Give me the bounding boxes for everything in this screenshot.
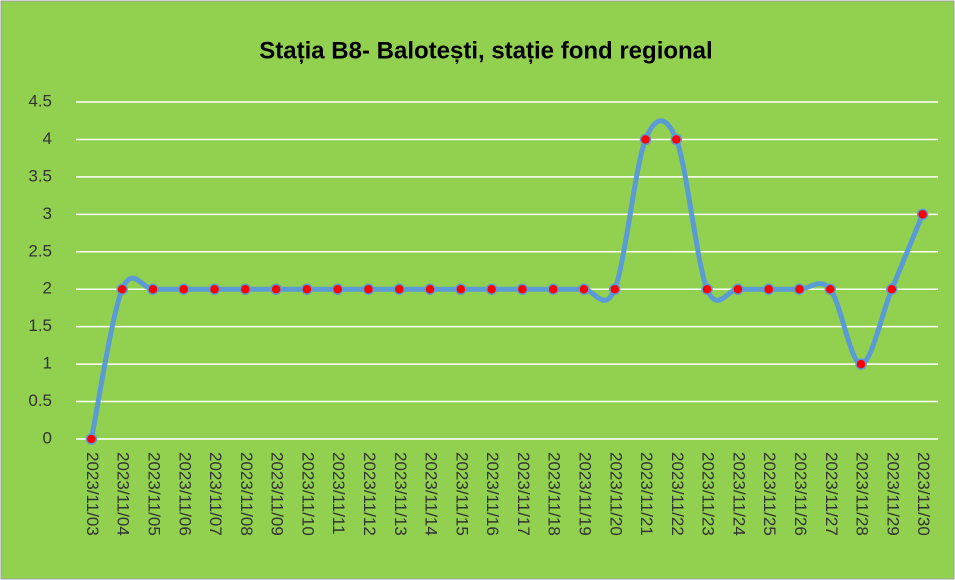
y-tick-label: 1 (43, 354, 52, 373)
y-tick-label: 2 (43, 279, 52, 298)
x-tick-label: 2023/11/04 (114, 452, 133, 536)
data-point (147, 283, 159, 295)
y-tick-label: 0 (43, 428, 52, 447)
x-tick-label: 2023/11/18 (545, 452, 564, 536)
x-tick-label: 2023/11/06 (175, 452, 194, 536)
x-tick-label: 2023/11/11 (329, 452, 348, 535)
x-tick-label: 2023/11/13 (391, 452, 410, 536)
x-tick-label: 2023/11/07 (206, 452, 225, 536)
x-tick-label: 2023/11/22 (668, 452, 687, 536)
x-tick-label: 2023/11/17 (514, 452, 533, 536)
data-point (886, 283, 898, 295)
y-tick-label: 2.5 (28, 241, 52, 260)
data-point (85, 433, 98, 445)
y-tick-label: 0.5 (28, 391, 52, 410)
data-point (455, 283, 467, 295)
x-tick-label: 2023/11/29 (883, 452, 902, 536)
data-point (793, 283, 806, 295)
data-point (916, 208, 929, 221)
x-tick-label: 2023/11/15 (452, 452, 471, 536)
data-point (393, 283, 405, 295)
data-point (331, 283, 344, 295)
x-tick-label: 2023/11/24 (729, 452, 748, 536)
data-point (762, 283, 775, 295)
x-tick-label: 2023/11/30 (914, 452, 933, 536)
data-point (578, 283, 590, 295)
x-tick-label: 2023/11/25 (760, 452, 779, 536)
x-tick-label: 2023/11/03 (83, 452, 102, 536)
data-point (116, 283, 128, 295)
y-tick-label: 4.5 (28, 91, 52, 110)
data-point (639, 133, 652, 146)
x-tick-label: 2023/11/14 (422, 452, 441, 536)
data-point (270, 283, 282, 295)
data-point (855, 358, 867, 370)
x-tick-label: 2023/11/23 (699, 452, 718, 536)
x-tick-label: 2023/11/27 (822, 452, 841, 536)
x-tick-label: 2023/11/20 (606, 452, 625, 536)
x-tick-label: 2023/11/26 (791, 452, 810, 536)
x-tick-label: 2023/11/05 (144, 452, 163, 536)
data-point (824, 283, 836, 295)
chart-title: Stația B8- Balotești, stație fond region… (259, 37, 712, 64)
data-point (239, 283, 252, 295)
data-point (516, 283, 529, 295)
y-tick-label: 3 (43, 204, 52, 223)
data-point (609, 283, 621, 295)
data-point (732, 283, 744, 295)
data-point (178, 283, 190, 295)
x-tick-label: 2023/11/16 (483, 452, 502, 536)
x-tick-label: 2023/11/09 (268, 452, 287, 536)
data-point (547, 283, 559, 295)
data-point (208, 283, 221, 295)
y-tick-label: 1.5 (28, 316, 52, 335)
x-tick-label: 2023/11/10 (298, 452, 317, 536)
data-point (424, 283, 436, 295)
y-tick-label: 3.5 (28, 166, 52, 185)
data-point (701, 283, 713, 295)
data-point (485, 283, 498, 295)
data-point (301, 283, 313, 295)
x-tick-label: 2023/11/28 (853, 452, 872, 536)
x-tick-label: 2023/11/12 (360, 452, 379, 536)
x-tick-label: 2023/11/08 (237, 452, 256, 536)
x-tick-label: 2023/11/21 (637, 452, 656, 536)
x-tick-label: 2023/11/19 (575, 452, 594, 536)
data-point (362, 283, 375, 295)
y-tick-label: 4 (43, 129, 52, 148)
data-point (670, 133, 683, 146)
